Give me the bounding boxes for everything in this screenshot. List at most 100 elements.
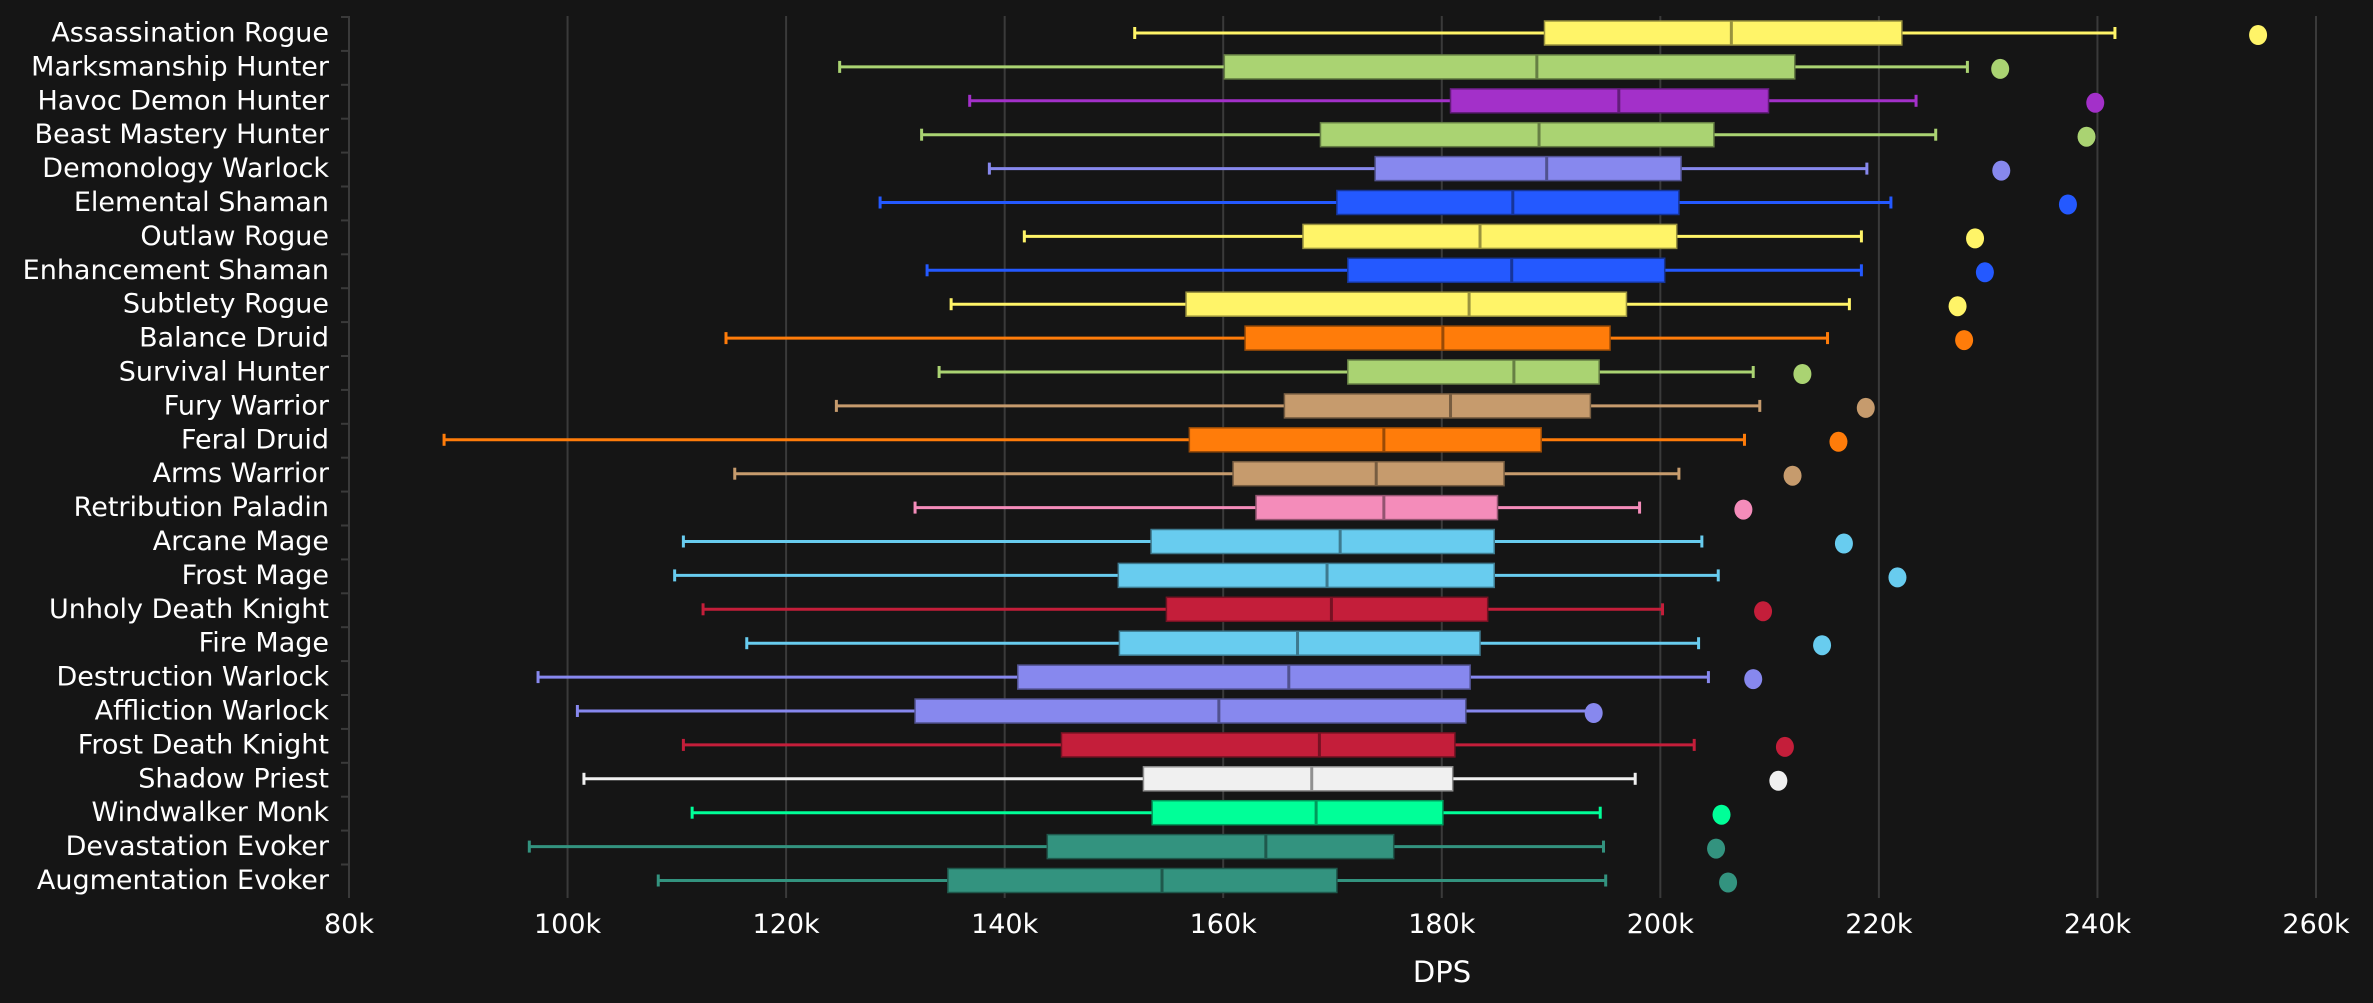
boxplot-frost-mage bbox=[673, 562, 1907, 589]
iqr-box bbox=[1283, 393, 1592, 419]
x-tick-label: 200k bbox=[1627, 909, 1695, 940]
boxplot-balance-druid bbox=[724, 325, 1974, 351]
y-tick-label: Frost Death Knight bbox=[78, 729, 329, 760]
outlier-point bbox=[1992, 160, 2011, 181]
boxplot-subtlety-rogue bbox=[949, 291, 1967, 317]
y-tick-label: Arms Warrior bbox=[153, 458, 330, 489]
y-tick-label: Balance Druid bbox=[139, 323, 329, 354]
iqr-box bbox=[1165, 596, 1489, 623]
boxplot-outlaw-rogue bbox=[1022, 223, 1985, 250]
iqr-box bbox=[1151, 799, 1444, 826]
outlier-point bbox=[1888, 567, 1907, 588]
outlier-point bbox=[1991, 58, 2010, 79]
outlier-point bbox=[1856, 397, 1875, 418]
iqr-box bbox=[1543, 20, 1903, 46]
iqr-box bbox=[1302, 223, 1678, 250]
iqr-box bbox=[1347, 359, 1600, 385]
boxplot-devastation-evoker bbox=[527, 833, 1726, 860]
outlier-point bbox=[1769, 770, 1788, 791]
x-axis-title: DPS bbox=[1413, 955, 1471, 989]
y-tick-label: Fury Warrior bbox=[164, 390, 330, 421]
iqr-box bbox=[1223, 54, 1796, 80]
boxplot-destruction-warlock bbox=[536, 664, 1763, 690]
x-tick-label: 260k bbox=[2282, 909, 2350, 940]
outlier-point bbox=[2086, 92, 2105, 113]
outlier-point bbox=[1783, 465, 1802, 486]
y-tick-label: Augmentation Evoker bbox=[37, 865, 330, 896]
x-tick-label: 80k bbox=[324, 909, 374, 940]
x-tick-label: 240k bbox=[2064, 909, 2132, 940]
iqr-box bbox=[914, 698, 1467, 724]
boxplot-arms-warrior bbox=[733, 460, 1802, 487]
iqr-box bbox=[1244, 325, 1611, 351]
outlier-point bbox=[1719, 872, 1738, 893]
y-axis bbox=[341, 16, 350, 898]
outlier-point bbox=[1829, 431, 1848, 452]
iqr-box bbox=[1449, 88, 1770, 114]
boxplots bbox=[442, 20, 2268, 894]
x-axis-labels: 80k 100k 120k 140k 160k 180k 200k 220k 240k 260k bbox=[324, 909, 2350, 940]
boxplot-fury-warrior bbox=[834, 393, 1875, 419]
outlier-point bbox=[1734, 499, 1753, 520]
y-tick-label: Subtlety Rogue bbox=[123, 289, 329, 320]
iqr-box bbox=[1118, 630, 1481, 656]
y-tick-label: Survival Hunter bbox=[119, 357, 330, 388]
gridlines bbox=[566, 16, 2317, 898]
outlier-point bbox=[1834, 533, 1853, 554]
y-tick-label: Destruction Warlock bbox=[56, 662, 329, 693]
boxplot-feral-druid bbox=[442, 427, 1848, 453]
boxplot-unholy-death-knight bbox=[701, 596, 1773, 623]
iqr-box bbox=[1185, 291, 1628, 317]
y-tick-label: Arcane Mage bbox=[153, 526, 329, 557]
x-tick-label: 100k bbox=[534, 909, 602, 940]
x-tick-label: 180k bbox=[1408, 909, 1476, 940]
iqr-box bbox=[1319, 121, 1715, 148]
y-tick-label: Beast Mastery Hunter bbox=[34, 119, 329, 150]
outlier-point bbox=[2249, 25, 2268, 45]
boxplot-enhancement-shaman bbox=[925, 257, 1994, 284]
iqr-box bbox=[1117, 562, 1495, 589]
boxplot-havoc-demon-hunter bbox=[968, 88, 2105, 114]
outlier-point bbox=[1754, 601, 1773, 622]
y-tick-label: Retribution Paladin bbox=[74, 492, 329, 523]
outlier-point bbox=[1948, 296, 1967, 317]
outlier-point bbox=[2077, 126, 2096, 147]
boxplot-affliction-warlock bbox=[575, 698, 1603, 724]
y-tick-label: Feral Druid bbox=[181, 424, 329, 455]
iqr-box bbox=[1336, 189, 1680, 216]
boxplot-fire-mage bbox=[745, 630, 1832, 656]
iqr-box bbox=[947, 867, 1338, 894]
y-tick-label: Devastation Evoker bbox=[66, 831, 330, 862]
iqr-box bbox=[1232, 460, 1505, 487]
y-tick-label: Fire Mage bbox=[199, 628, 329, 659]
y-tick-label: Affliction Warlock bbox=[95, 696, 330, 727]
y-tick-label: Marksmanship Hunter bbox=[31, 51, 330, 82]
iqr-box bbox=[1255, 494, 1499, 521]
boxplot-retribution-paladin bbox=[913, 494, 1753, 521]
outlier-point bbox=[1793, 364, 1812, 384]
outlier-point bbox=[1813, 635, 1832, 656]
y-tick-label: Windwalker Monk bbox=[91, 797, 329, 828]
y-tick-label: Assassination Rogue bbox=[51, 18, 329, 49]
boxplot-assassination-rogue bbox=[1133, 20, 2268, 46]
boxplot-frost-death-knight bbox=[681, 732, 1794, 758]
outlier-point bbox=[1744, 669, 1763, 690]
boxplot-arcane-mage bbox=[681, 528, 1853, 555]
y-tick-label: Demonology Warlock bbox=[42, 153, 329, 184]
boxplot-augmentation-evoker bbox=[656, 867, 1738, 894]
iqr-box bbox=[1046, 833, 1395, 860]
x-tick-label: 160k bbox=[1190, 909, 1258, 940]
x-tick-label: 220k bbox=[1845, 909, 1913, 940]
x-tick-label: 140k bbox=[971, 909, 1039, 940]
boxplot-elemental-shaman bbox=[878, 189, 2077, 216]
iqr-box bbox=[1374, 155, 1682, 182]
y-tick-label: Elemental Shaman bbox=[74, 187, 329, 218]
iqr-box bbox=[1142, 766, 1454, 792]
iqr-box bbox=[1150, 528, 1495, 555]
boxplot-shadow-priest bbox=[582, 766, 1788, 792]
boxplot-demonology-warlock bbox=[987, 155, 2011, 182]
x-tick-label: 120k bbox=[753, 909, 821, 940]
y-tick-label: Havoc Demon Hunter bbox=[37, 85, 329, 116]
